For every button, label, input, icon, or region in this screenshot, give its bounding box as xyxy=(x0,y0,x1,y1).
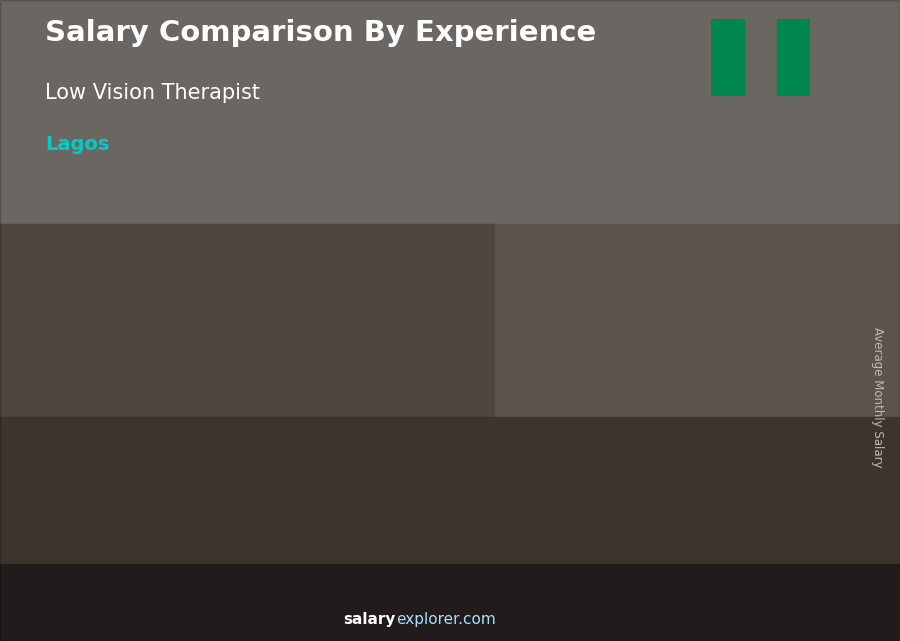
Text: +17%: +17% xyxy=(421,283,479,301)
Bar xyxy=(102,459,174,463)
Text: 361,000 NGN: 361,000 NGN xyxy=(101,466,190,479)
Text: explorer.com: explorer.com xyxy=(396,612,496,627)
Text: salary: salary xyxy=(344,612,396,627)
Text: Lagos: Lagos xyxy=(45,135,110,154)
Bar xyxy=(227,432,231,577)
Text: 443,000 NGN: 443,000 NGN xyxy=(226,441,314,454)
Bar xyxy=(726,298,798,577)
Bar xyxy=(0,417,900,577)
Bar xyxy=(711,19,744,96)
Bar xyxy=(227,432,299,577)
Bar xyxy=(601,313,606,577)
Bar xyxy=(102,459,174,577)
Text: Average Monthly Salary: Average Monthly Salary xyxy=(871,327,884,468)
Text: +6%: +6% xyxy=(677,244,723,262)
Text: +10%: +10% xyxy=(545,260,604,278)
Bar xyxy=(476,337,549,577)
Bar xyxy=(495,224,900,449)
Text: Low Vision Therapist: Low Vision Therapist xyxy=(45,83,260,103)
Bar xyxy=(351,372,424,577)
Bar xyxy=(726,298,798,308)
Bar xyxy=(102,459,106,577)
Text: 854,000 NGN: 854,000 NGN xyxy=(725,315,814,328)
Bar xyxy=(777,19,810,96)
Bar xyxy=(0,0,900,288)
Bar xyxy=(476,337,481,577)
Text: 628,000 NGN: 628,000 NGN xyxy=(351,384,439,397)
Bar xyxy=(351,372,424,379)
Bar xyxy=(0,224,495,449)
Bar xyxy=(601,313,673,577)
Bar xyxy=(227,432,299,437)
Bar xyxy=(726,298,730,577)
Bar xyxy=(351,372,356,577)
Bar xyxy=(476,337,549,345)
Text: +23%: +23% xyxy=(171,378,230,396)
Text: +42%: +42% xyxy=(296,318,355,336)
Bar xyxy=(601,313,673,323)
Text: 734,000 NGN: 734,000 NGN xyxy=(475,352,564,365)
Bar xyxy=(0,564,900,641)
Text: Salary Comparison By Experience: Salary Comparison By Experience xyxy=(45,19,596,47)
Text: 807,000 NGN: 807,000 NGN xyxy=(600,329,688,342)
